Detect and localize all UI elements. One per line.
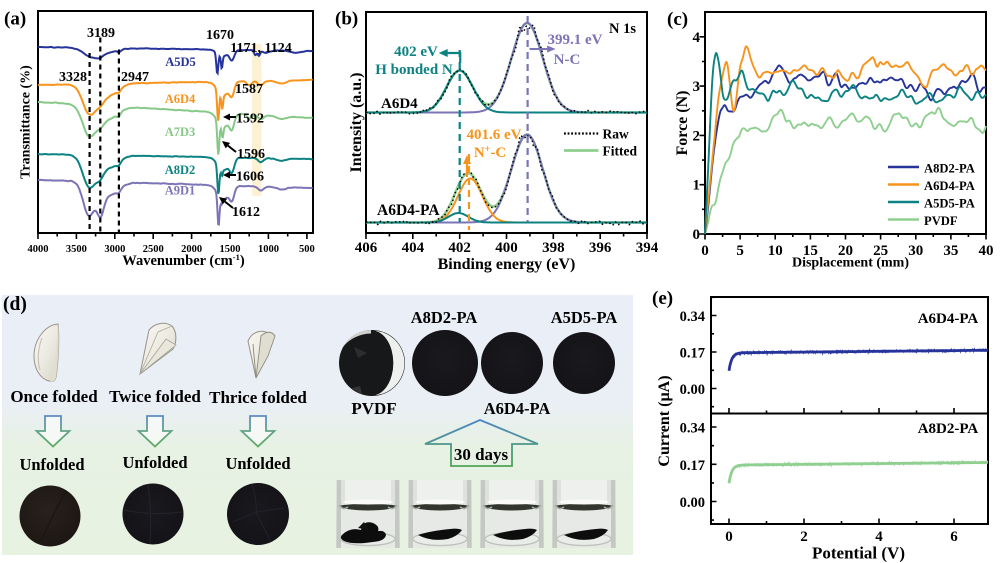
svg-text:398: 398 [542,240,565,256]
svg-text:1606: 1606 [236,170,264,185]
svg-text:25: 25 [873,243,888,259]
svg-text:Intensity (a.u.): Intensity (a.u.) [348,72,365,172]
svg-text:1000: 1000 [258,244,279,255]
svg-text:Force (N): Force (N) [674,91,691,156]
svg-text:2: 2 [693,128,701,144]
svg-text:0: 0 [693,227,701,243]
svg-text:A5D5-PA: A5D5-PA [924,197,975,211]
svg-text:1596: 1596 [237,147,265,162]
svg-text:2500: 2500 [143,244,164,255]
svg-text:20: 20 [838,243,853,259]
svg-text:A7D3: A7D3 [165,125,196,139]
svg-text:A6D4-PA: A6D4-PA [918,311,979,327]
svg-text:Twice folded: Twice folded [109,387,201,406]
svg-text:396: 396 [589,240,612,256]
svg-text:4: 4 [875,529,883,545]
svg-text:402 eV: 402 eV [394,44,438,60]
svg-text:PVDF: PVDF [924,214,958,228]
svg-text:Displacement (mm): Displacement (mm) [792,256,909,271]
svg-text:1171, 1124: 1171, 1124 [230,41,291,56]
svg-text:H bonded N: H bonded N [375,62,453,78]
svg-text:A8D2: A8D2 [165,163,196,177]
svg-text:0: 0 [725,529,733,545]
svg-text:A5D5: A5D5 [165,55,196,69]
svg-text:5: 5 [736,243,744,259]
svg-text:400: 400 [495,240,518,256]
svg-text:A5D5-PA: A5D5-PA [551,308,618,327]
svg-text:0: 0 [701,243,709,259]
svg-text:A8D2-PA: A8D2-PA [411,308,478,327]
svg-text:35: 35 [943,243,958,259]
svg-text:3189: 3189 [87,26,115,41]
svg-text:Wavenumber (cm-1): Wavenumber (cm-1) [122,252,245,269]
svg-text:A6D4: A6D4 [381,96,418,112]
svg-text:(d): (d) [3,294,27,315]
svg-text:10: 10 [768,243,783,259]
svg-text:30: 30 [908,243,923,259]
svg-text:Potential (V): Potential (V) [812,544,905,563]
svg-text:N 1s: N 1s [609,21,636,37]
svg-text:0.17: 0.17 [680,458,705,474]
svg-text:PVDF: PVDF [351,399,396,418]
svg-text:Thrice folded: Thrice folded [209,388,307,407]
svg-text:2000: 2000 [181,244,202,255]
svg-text:404: 404 [402,240,425,256]
svg-text:0.34: 0.34 [680,309,705,325]
svg-text:30 days: 30 days [454,445,509,464]
svg-text:(a): (a) [4,9,26,30]
svg-text:0.00: 0.00 [680,495,705,511]
svg-text:40: 40 [979,243,994,259]
svg-text:2: 2 [800,529,808,545]
svg-text:0.34: 0.34 [680,421,705,437]
svg-text:0.00: 0.00 [680,382,705,398]
svg-text:A8D2-PA: A8D2-PA [918,421,979,437]
svg-text:N-C: N-C [554,52,581,68]
svg-text:Once folded: Once folded [10,387,98,406]
svg-text:(b): (b) [335,9,358,30]
svg-text:6: 6 [950,529,958,545]
svg-text:3500: 3500 [66,244,87,255]
svg-text:1587: 1587 [235,82,263,97]
svg-text:401.6 eV: 401.6 eV [467,127,522,143]
svg-text:1: 1 [693,178,701,194]
svg-text:4000: 4000 [28,244,49,255]
svg-text:Binding energy (eV): Binding energy (eV) [438,256,576,273]
svg-text:1670: 1670 [206,28,234,43]
svg-text:A6D4: A6D4 [165,92,196,106]
svg-text:3: 3 [693,79,701,95]
svg-text:406: 406 [355,240,378,256]
svg-text:(c): (c) [667,9,688,30]
svg-text:N+-C: N+-C [474,144,506,162]
svg-text:A9D1: A9D1 [165,184,196,198]
svg-text:A6D4-PA: A6D4-PA [924,179,975,193]
svg-text:Unfolded: Unfolded [225,454,290,473]
svg-text:0.17: 0.17 [680,346,705,362]
svg-text:Current (µA): Current (µA) [656,375,673,466]
svg-text:Fitted: Fitted [603,143,638,158]
svg-text:Transmittance (%): Transmittance (%) [19,65,34,179]
svg-text:Unfolded: Unfolded [122,453,187,472]
svg-text:15: 15 [803,243,818,259]
svg-text:A6D4-PA: A6D4-PA [377,202,440,219]
svg-text:394: 394 [636,240,659,256]
svg-text:Raw: Raw [603,127,629,142]
svg-text:4: 4 [693,30,701,46]
svg-text:Unfolded: Unfolded [19,455,84,474]
svg-text:1612: 1612 [232,205,260,220]
svg-text:500: 500 [299,244,315,255]
svg-text:1500: 1500 [220,244,241,255]
svg-text:A6D4-PA: A6D4-PA [484,399,551,418]
svg-text:2947: 2947 [121,70,149,85]
svg-text:A8D2-PA: A8D2-PA [924,162,975,176]
svg-text:3000: 3000 [104,244,125,255]
svg-text:402: 402 [448,240,471,256]
svg-text:399.1 eV: 399.1 eV [548,32,603,48]
svg-text:1592: 1592 [236,112,264,127]
svg-text:3328: 3328 [59,70,87,85]
svg-text:(e): (e) [652,288,673,309]
